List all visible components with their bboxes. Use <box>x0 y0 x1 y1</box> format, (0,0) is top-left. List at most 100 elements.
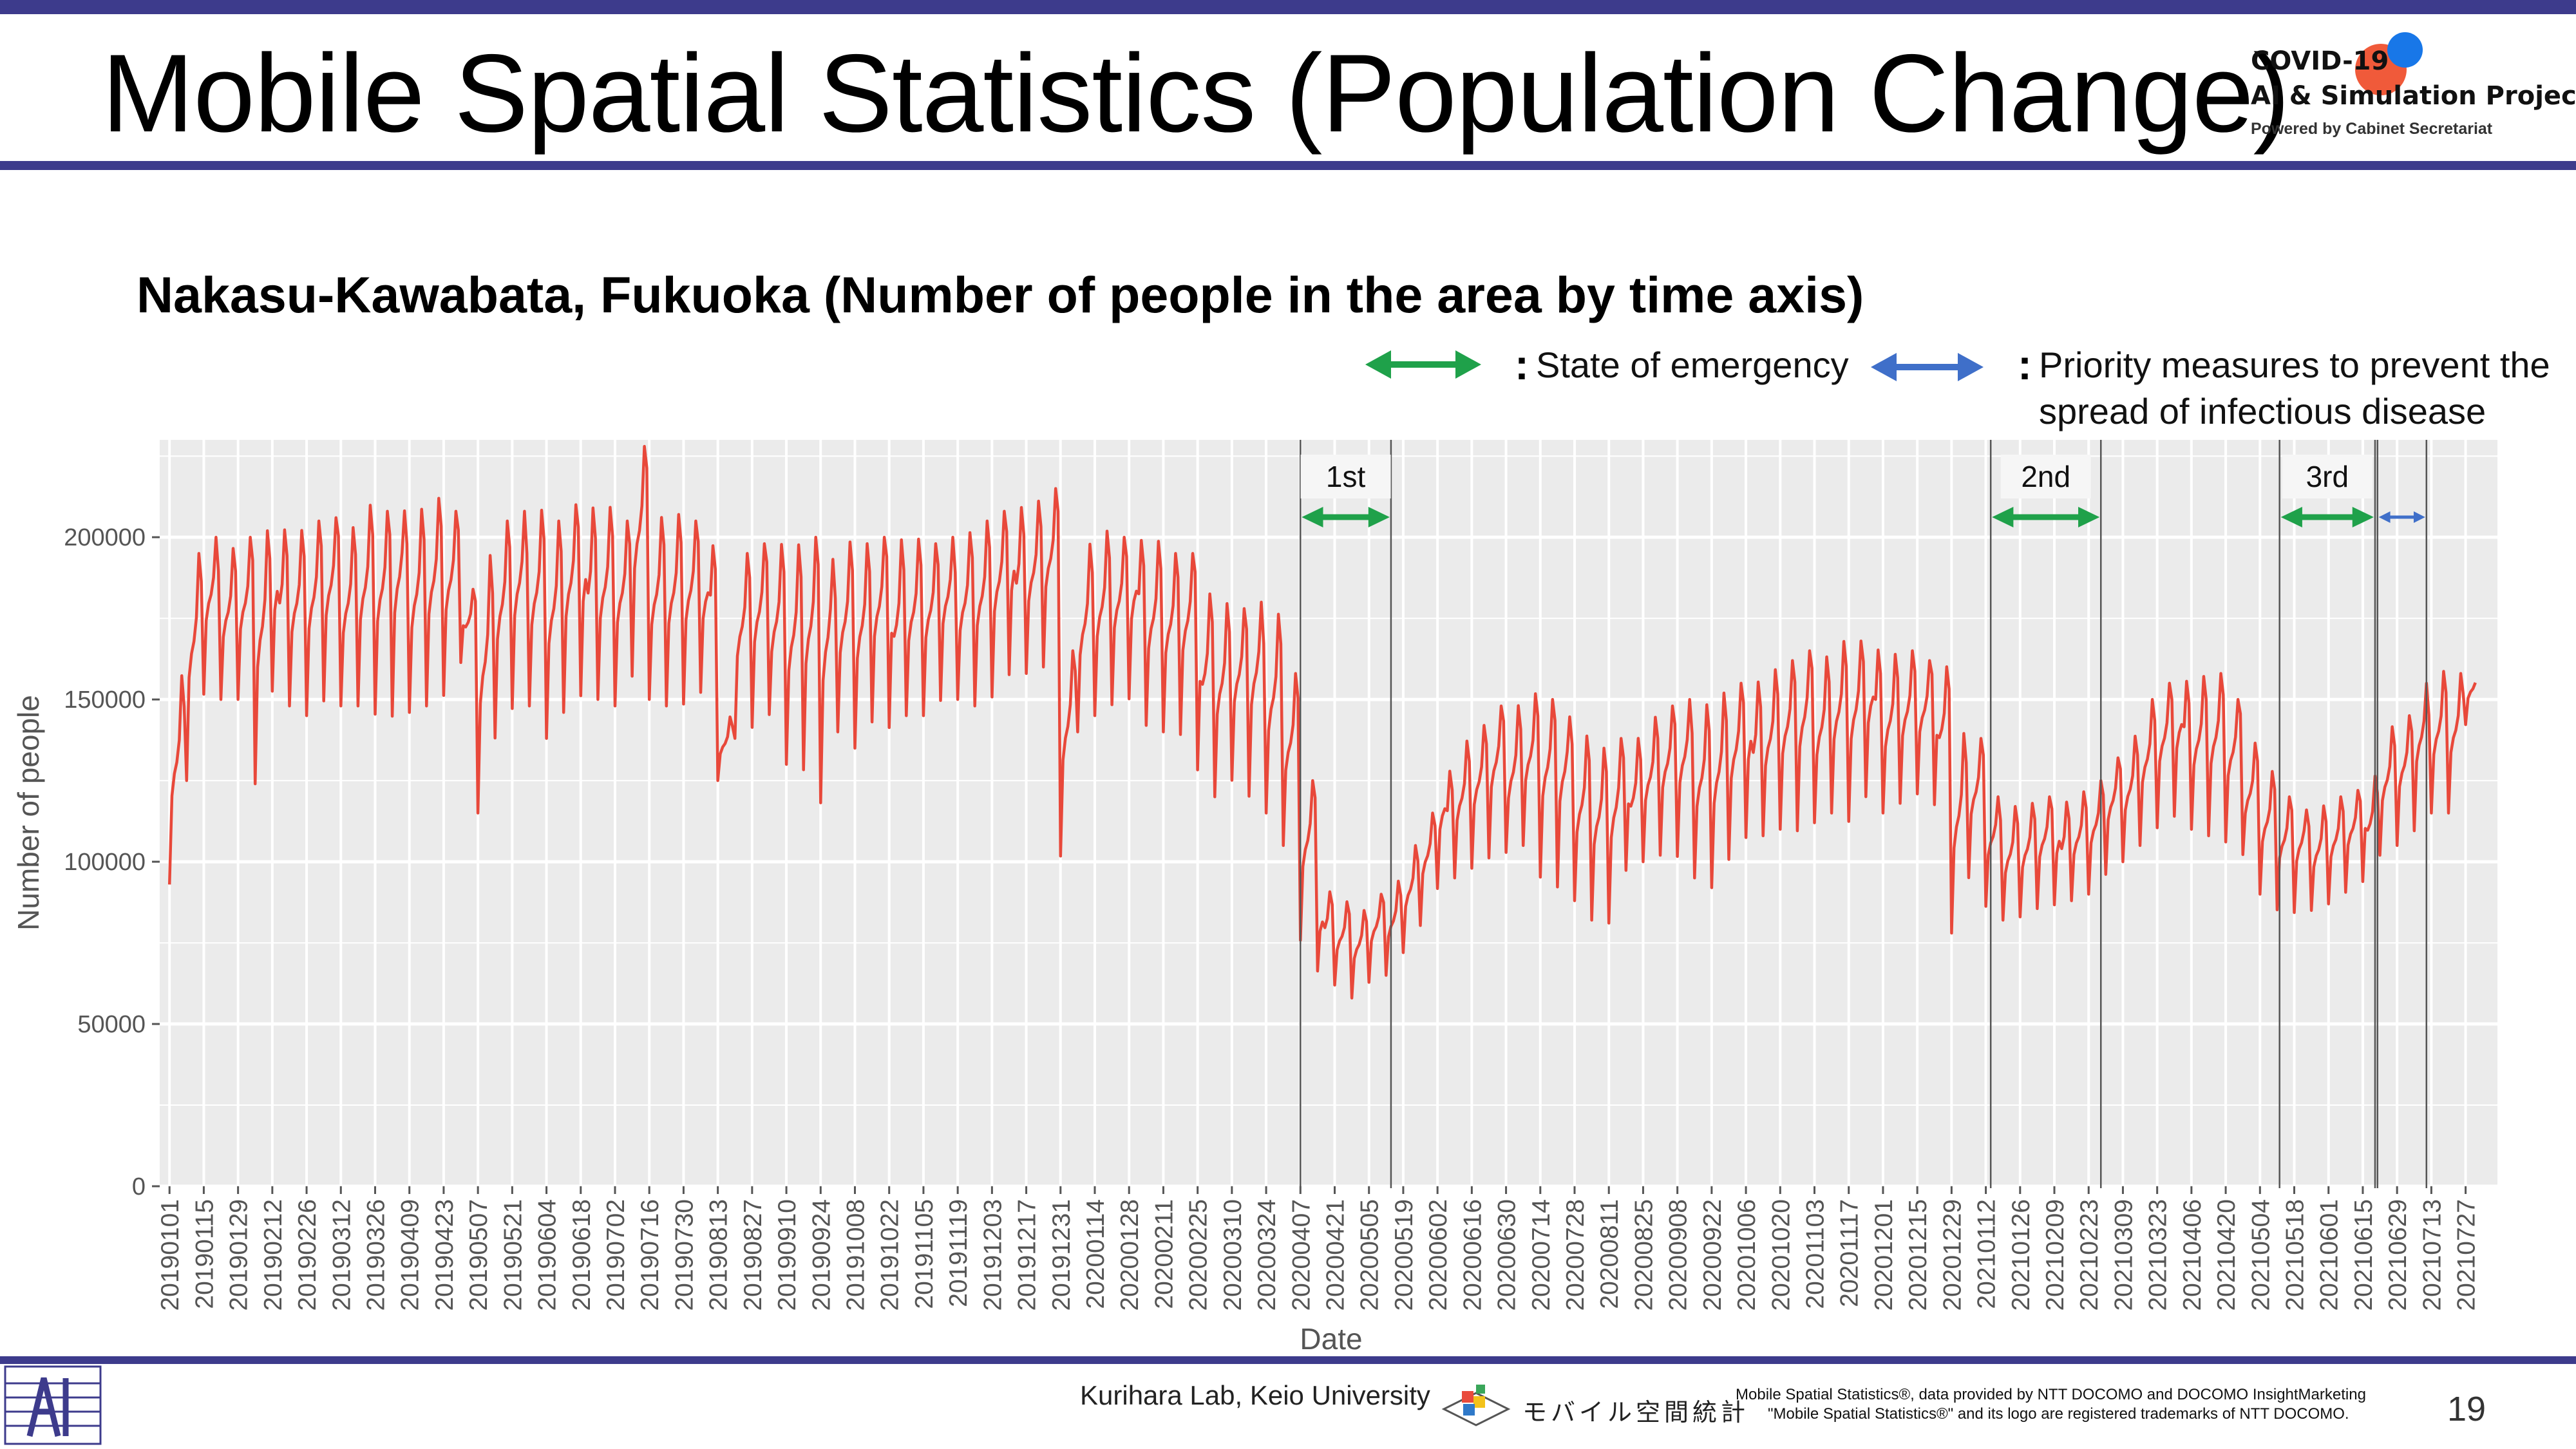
x-tick-label: 20200225 <box>1185 1199 1213 1311</box>
x-tick-label: 20190618 <box>568 1199 596 1311</box>
period-label-box <box>1300 455 1391 498</box>
period-arrowhead <box>1368 507 1390 527</box>
logo-line-3: Powered by Cabinet Secretariat <box>2251 120 2493 138</box>
period-label: 1st <box>1326 460 1366 493</box>
cube-logo-icon <box>1441 1385 1511 1426</box>
x-tick-label: 20190101 <box>156 1199 184 1311</box>
mobile-spatial-statistics-logo: モバイル空間統計 <box>1437 1377 1745 1428</box>
x-tick-label: 20190226 <box>294 1199 321 1311</box>
x-tick-label: 20210209 <box>2041 1199 2069 1311</box>
x-tick-label: 20200630 <box>1493 1199 1521 1311</box>
x-tick-label: 20210629 <box>2384 1199 2412 1311</box>
y-tick-label: 100000 <box>64 849 146 876</box>
x-tick-label: 20201103 <box>1802 1199 1830 1309</box>
logo-line-2: AI & Simulation Project <box>2251 81 2576 111</box>
period-label-box <box>2282 455 2372 498</box>
x-tick-label: 20190507 <box>465 1199 493 1311</box>
x-tick-label: 20210126 <box>2007 1199 2035 1311</box>
x-tick-label: 20200908 <box>1665 1199 1692 1311</box>
x-tick-label: 20190129 <box>225 1199 253 1311</box>
y-axis-label: Number of people <box>12 695 45 931</box>
x-tick-label: 20190813 <box>705 1199 733 1311</box>
x-tick-label: 20210420 <box>2213 1199 2240 1311</box>
legend-colon-2: : <box>2018 341 2032 388</box>
legend-emergency-label: State of emergency <box>1536 345 1849 385</box>
page-number: 19 <box>2447 1390 2486 1428</box>
x-tick-label: 20200310 <box>1219 1199 1247 1311</box>
covid-ai-project-logo: COVID-19 AI & Simulation Project Powered… <box>2251 32 2576 148</box>
x-tick-label: 20191105 <box>911 1199 938 1309</box>
y-tick-label: 50000 <box>77 1011 146 1038</box>
x-tick-label: 20200519 <box>1390 1199 1418 1311</box>
x-tick-label: 20200505 <box>1356 1199 1384 1311</box>
slide-title: Mobile Spatial Statistics (Population Ch… <box>102 32 2290 155</box>
x-tick-label: 20200421 <box>1322 1199 1350 1311</box>
x-tick-label: 20210601 <box>2316 1199 2344 1311</box>
x-tick-label: 20200714 <box>1528 1199 1555 1311</box>
series-line <box>167 444 2477 999</box>
x-tick-label: 20200922 <box>1699 1199 1727 1311</box>
x-tick-label: 20191119 <box>945 1199 972 1307</box>
x-tick-label: 20200407 <box>1287 1199 1315 1311</box>
x-tick-label: 20200825 <box>1630 1199 1658 1311</box>
x-tick-label: 20191231 <box>1048 1199 1075 1311</box>
legend-priority-label-2: spread of infectious disease <box>2039 391 2486 431</box>
x-tick-label: 20190604 <box>534 1199 562 1311</box>
x-tick-label: 20190521 <box>499 1199 527 1311</box>
x-tick-label: 20200616 <box>1459 1199 1486 1311</box>
period-arrowhead <box>2413 511 2425 523</box>
x-tick-label: 20210112 <box>1973 1199 2001 1309</box>
x-tick-label: 20201020 <box>1767 1199 1795 1311</box>
x-tick-label: 20201006 <box>1733 1199 1761 1311</box>
x-tick-label: 20190326 <box>362 1199 390 1311</box>
x-tick-label: 20190730 <box>670 1199 698 1311</box>
x-tick-label: 20201229 <box>1938 1199 1966 1311</box>
x-tick-label: 20210727 <box>2453 1199 2481 1311</box>
chart-title: Nakasu-Kawabata, Fukuoka (Number of peop… <box>137 266 1864 323</box>
period-arrowhead <box>1992 507 2014 527</box>
x-tick-label: 20210406 <box>2179 1199 2206 1311</box>
footnote-line-1: Mobile Spatial Statistics®, data provide… <box>1736 1386 2366 1403</box>
x-tick-label: 20190312 <box>328 1199 355 1311</box>
x-tick-label: 20200114 <box>1082 1199 1110 1309</box>
period-arrowhead <box>2378 511 2391 523</box>
x-tick-label: 20210615 <box>2350 1199 2378 1311</box>
x-tick-label: 20200211 <box>1150 1199 1178 1309</box>
period-label-box <box>2000 455 2091 498</box>
x-tick-label: 20190115 <box>191 1199 218 1309</box>
y-tick-label: 0 <box>132 1173 146 1200</box>
x-tick-label: 20200811 <box>1596 1199 1624 1309</box>
x-tick-label: 20201215 <box>1904 1199 1932 1311</box>
x-tick-label: 20190924 <box>808 1199 835 1311</box>
x-tick-label: 20200728 <box>1562 1199 1589 1311</box>
legend-colon-1: : <box>1515 341 1529 388</box>
x-tick-label: 20210223 <box>2076 1199 2103 1311</box>
period-arrowhead <box>2078 507 2100 527</box>
x-tick-label: 20191022 <box>876 1199 904 1311</box>
x-tick-label: 20191217 <box>1014 1199 1041 1311</box>
x-tick-label: 20201201 <box>1870 1199 1898 1311</box>
period-arrowhead <box>2280 507 2302 527</box>
x-tick-label: 20200128 <box>1116 1199 1144 1311</box>
x-tick-label: 20210713 <box>2418 1199 2446 1311</box>
period-label: 3rd <box>2306 460 2349 493</box>
top-brand-rule <box>0 0 2576 14</box>
x-tick-label: 20190423 <box>431 1199 459 1311</box>
footer-rule <box>0 1356 2576 1364</box>
x-tick-label: 20190910 <box>773 1199 801 1311</box>
y-tick-label: 200000 <box>64 524 146 551</box>
footer-lab-name: Kurihara Lab, Keio University <box>1080 1380 1430 1410</box>
x-tick-label: 20190409 <box>397 1199 424 1311</box>
x-tick-label: 20210323 <box>2145 1199 2172 1311</box>
docomo-logo-text: モバイル空間統計 <box>1522 1398 1750 1426</box>
period-arrowhead <box>1302 507 1323 527</box>
period-arrowhead <box>2352 507 2374 527</box>
logo-line-1: COVID-19 <box>2251 46 2389 76</box>
plot-panel <box>160 440 2497 1186</box>
y-tick-label: 150000 <box>64 687 146 714</box>
x-tick-label: 20210518 <box>2282 1199 2309 1311</box>
footnote-line-2: "Mobile Spatial Statistics®" and its log… <box>1768 1405 2349 1423</box>
x-tick-label: 20210309 <box>2110 1199 2137 1311</box>
x-tick-label: 20190716 <box>636 1199 664 1311</box>
